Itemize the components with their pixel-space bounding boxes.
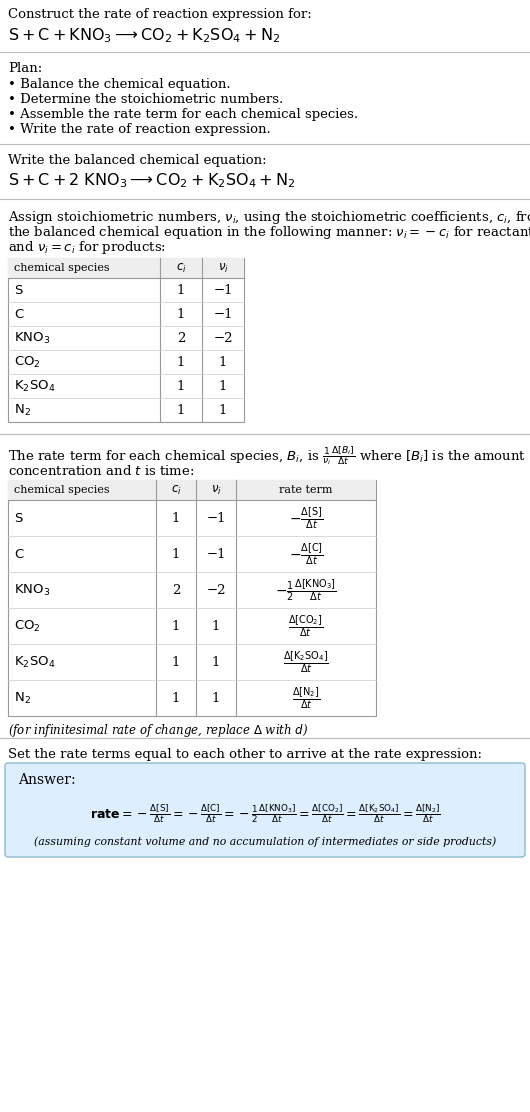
Text: $-\frac{\Delta[\mathrm{C}]}{\Delta t}$: $-\frac{\Delta[\mathrm{C}]}{\Delta t}$ — [289, 542, 323, 567]
Text: C: C — [14, 308, 23, 320]
Text: −2: −2 — [213, 331, 233, 345]
Text: 1: 1 — [177, 284, 185, 297]
Text: 2: 2 — [172, 584, 180, 596]
Text: • Determine the stoichiometric numbers.: • Determine the stoichiometric numbers. — [8, 93, 283, 106]
Text: $\mathrm{S + C + 2\ KNO_3 \longrightarrow CO_2 + K_2SO_4 + N_2}$: $\mathrm{S + C + 2\ KNO_3 \longrightarro… — [8, 171, 296, 190]
Text: • Balance the chemical equation.: • Balance the chemical equation. — [8, 78, 231, 91]
Text: $\frac{\Delta[\mathrm{CO_2}]}{\Delta t}$: $\frac{\Delta[\mathrm{CO_2}]}{\Delta t}$ — [288, 613, 324, 639]
Text: and $\nu_i = c_i$ for products:: and $\nu_i = c_i$ for products: — [8, 239, 166, 256]
Text: 1: 1 — [212, 619, 220, 633]
Text: 1: 1 — [172, 619, 180, 633]
Text: 1: 1 — [172, 655, 180, 668]
Text: $-\frac{1}{2}\frac{\Delta[\mathrm{KNO_3}]}{\Delta t}$: $-\frac{1}{2}\frac{\Delta[\mathrm{KNO_3}… — [275, 577, 337, 603]
Text: S: S — [14, 284, 22, 297]
Text: Construct the rate of reaction expression for:: Construct the rate of reaction expressio… — [8, 8, 312, 21]
Bar — [8, 480, 376, 716]
Text: rate term: rate term — [279, 485, 333, 495]
Text: 1: 1 — [172, 512, 180, 525]
Text: 1: 1 — [212, 692, 220, 705]
FancyBboxPatch shape — [5, 763, 525, 857]
Text: −1: −1 — [213, 284, 233, 297]
Text: 1: 1 — [177, 308, 185, 320]
Text: 1: 1 — [219, 356, 227, 368]
Text: $\nu_i$: $\nu_i$ — [218, 261, 228, 275]
Text: Write the balanced chemical equation:: Write the balanced chemical equation: — [8, 153, 267, 167]
Text: $\frac{\Delta[\mathrm{N_2}]}{\Delta t}$: $\frac{\Delta[\mathrm{N_2}]}{\Delta t}$ — [292, 685, 320, 711]
Text: $c_i$: $c_i$ — [171, 484, 181, 497]
Text: $c_i$: $c_i$ — [175, 261, 187, 275]
Text: $\frac{\Delta[\mathrm{K_2SO_4}]}{\Delta t}$: $\frac{\Delta[\mathrm{K_2SO_4}]}{\Delta … — [283, 649, 329, 675]
Text: Assign stoichiometric numbers, $\nu_i$, using the stoichiometric coefficients, $: Assign stoichiometric numbers, $\nu_i$, … — [8, 209, 530, 226]
Text: Set the rate terms equal to each other to arrive at the rate expression:: Set the rate terms equal to each other t… — [8, 748, 482, 761]
Text: Plan:: Plan: — [8, 62, 42, 75]
Text: 1: 1 — [219, 404, 227, 417]
Text: • Assemble the rate term for each chemical species.: • Assemble the rate term for each chemic… — [8, 108, 358, 121]
Text: concentration and $t$ is time:: concentration and $t$ is time: — [8, 464, 195, 478]
Text: $\mathrm{CO_2}$: $\mathrm{CO_2}$ — [14, 355, 41, 369]
Text: 1: 1 — [177, 404, 185, 417]
Text: $\mathrm{CO_2}$: $\mathrm{CO_2}$ — [14, 618, 41, 634]
Text: −1: −1 — [206, 512, 226, 525]
Text: $\mathrm{K_2SO_4}$: $\mathrm{K_2SO_4}$ — [14, 655, 55, 669]
Text: $\mathrm{KNO_3}$: $\mathrm{KNO_3}$ — [14, 583, 50, 597]
Text: $\mathrm{N_2}$: $\mathrm{N_2}$ — [14, 691, 31, 705]
Text: −1: −1 — [206, 547, 226, 560]
Text: 1: 1 — [219, 379, 227, 393]
Text: the balanced chemical equation in the following manner: $\nu_i = -c_i$ for react: the balanced chemical equation in the fo… — [8, 224, 530, 241]
Text: −2: −2 — [206, 584, 226, 596]
Text: $\mathrm{S + C + KNO_3 \longrightarrow CO_2 + K_2SO_4 + N_2}$: $\mathrm{S + C + KNO_3 \longrightarrow C… — [8, 26, 280, 44]
Text: $\mathrm{K_2SO_4}$: $\mathrm{K_2SO_4}$ — [14, 378, 55, 394]
Bar — [8, 480, 376, 500]
Text: 1: 1 — [172, 547, 180, 560]
Bar — [8, 258, 244, 278]
Text: S: S — [14, 512, 22, 525]
Text: Answer:: Answer: — [18, 773, 76, 787]
Text: • Write the rate of reaction expression.: • Write the rate of reaction expression. — [8, 123, 271, 136]
Text: 1: 1 — [177, 356, 185, 368]
Text: chemical species: chemical species — [14, 485, 110, 495]
Text: (for infinitesimal rate of change, replace $\Delta$ with $d$): (for infinitesimal rate of change, repla… — [8, 722, 308, 739]
Text: −1: −1 — [213, 308, 233, 320]
Text: $-\frac{\Delta[\mathrm{S}]}{\Delta t}$: $-\frac{\Delta[\mathrm{S}]}{\Delta t}$ — [289, 505, 323, 530]
Text: (assuming constant volume and no accumulation of intermediates or side products): (assuming constant volume and no accumul… — [34, 836, 496, 847]
Bar — [8, 258, 244, 421]
Text: $\mathrm{KNO_3}$: $\mathrm{KNO_3}$ — [14, 330, 50, 346]
Text: 2: 2 — [177, 331, 185, 345]
Text: The rate term for each chemical species, $B_i$, is $\frac{1}{\nu_i}\frac{\Delta[: The rate term for each chemical species,… — [8, 444, 526, 467]
Text: $\mathrm{N_2}$: $\mathrm{N_2}$ — [14, 403, 31, 417]
Text: 1: 1 — [212, 655, 220, 668]
Text: $\nu_i$: $\nu_i$ — [210, 484, 222, 497]
Text: chemical species: chemical species — [14, 264, 110, 274]
Text: C: C — [14, 547, 23, 560]
Text: $\mathbf{rate} = -\frac{\Delta[\mathrm{S}]}{\Delta t} = -\frac{\Delta[\mathrm{C}: $\mathbf{rate} = -\frac{\Delta[\mathrm{S… — [90, 803, 440, 825]
Text: 1: 1 — [172, 692, 180, 705]
Text: 1: 1 — [177, 379, 185, 393]
